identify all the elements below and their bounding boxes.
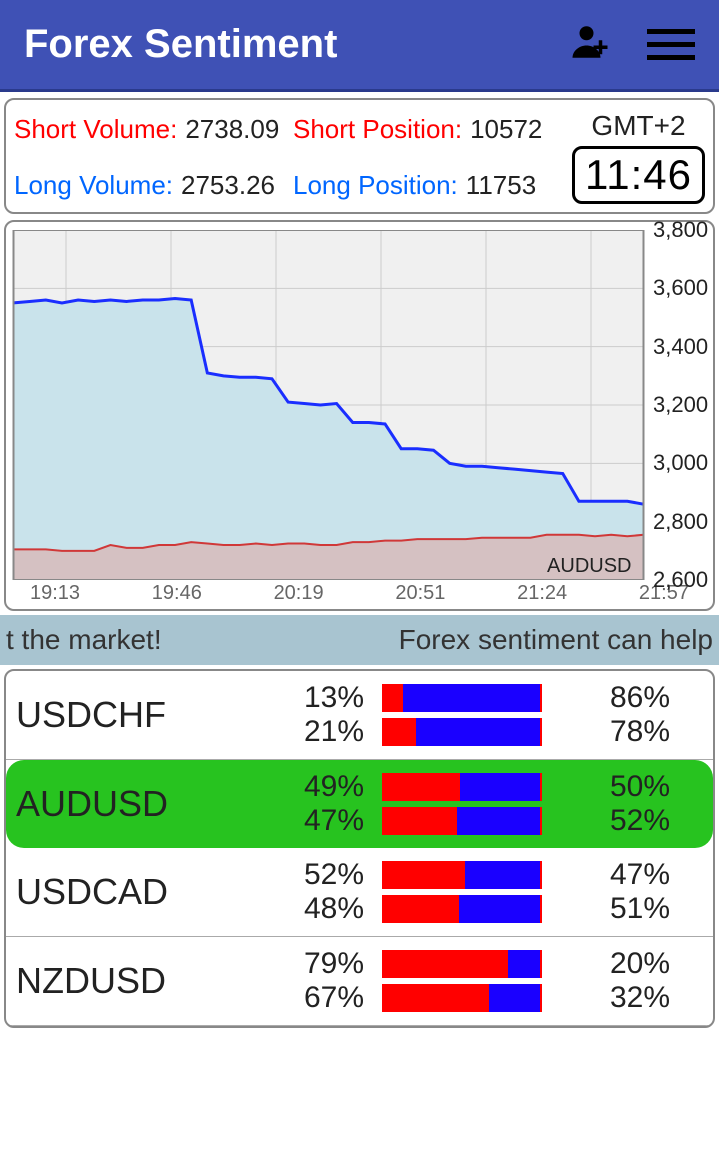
- pair-row-audusd[interactable]: AUDUSD 49% 50% 47% 52%: [6, 760, 713, 848]
- marquee-ticker: t the market! Forex sentiment can help: [0, 615, 719, 665]
- short-volume-label: Short Volume:: [14, 114, 177, 145]
- xtick-label: 19:13: [30, 582, 80, 605]
- sentiment-bar: [382, 718, 542, 746]
- menu-icon[interactable]: [647, 29, 695, 60]
- app-header: Forex Sentiment: [0, 0, 719, 92]
- chart-pair-label: AUDUSD: [547, 555, 631, 577]
- short-position-label: Short Position:: [293, 114, 462, 145]
- ytick-label: 3,800: [653, 217, 708, 243]
- ticker-text-left: t the market!: [6, 624, 162, 656]
- pair-list: USDCHF13%86%21%78%AUDUSD49%50%47%52%USDC…: [4, 669, 715, 1028]
- sentiment-bar: [382, 950, 542, 978]
- left-pct-2: 48%: [254, 892, 364, 926]
- sentiment-bar: [382, 895, 542, 923]
- pair-name: AUDUSD: [16, 783, 236, 825]
- short-volume: Short Volume: 2738.09: [14, 114, 293, 145]
- right-pct-1: 86%: [560, 681, 670, 715]
- xtick-label: 20:19: [274, 582, 324, 605]
- sentiment-bar: [382, 773, 542, 801]
- right-pct-1: 20%: [560, 947, 670, 981]
- ytick-label: 3,000: [653, 450, 708, 476]
- left-pct-2: 47%: [254, 804, 364, 838]
- chart-xaxis-labels: 19:1319:4620:1920:5121:2421:57: [10, 580, 709, 605]
- long-position: Long Position: 11753: [293, 170, 572, 201]
- xtick-label: 20:51: [395, 582, 445, 605]
- left-pct-2: 67%: [254, 981, 364, 1015]
- xtick-label: 19:46: [152, 582, 202, 605]
- right-pct-1: 50%: [560, 770, 670, 804]
- pair-row-usdchf[interactable]: USDCHF 13% 86% 21% 78%: [6, 671, 713, 760]
- right-pct-2: 52%: [560, 804, 670, 838]
- pair-name: USDCHF: [16, 694, 236, 736]
- header-actions: [569, 21, 695, 68]
- right-pct-2: 78%: [560, 715, 670, 749]
- xtick-label: 21:24: [517, 582, 567, 605]
- page-title: Forex Sentiment: [24, 22, 337, 67]
- left-pct-1: 13%: [254, 681, 364, 715]
- ticker-text-right: Forex sentiment can help: [399, 624, 713, 656]
- long-volume-label: Long Volume:: [14, 170, 173, 201]
- chart-panel: AUDUSD 2,600 2,800 3,000 3,200 3,400 3,600 3,8…: [4, 220, 715, 611]
- long-position-value: 11753: [466, 170, 536, 201]
- ytick-label: 3,600: [653, 275, 708, 301]
- left-pct-1: 49%: [254, 770, 364, 804]
- right-pct-2: 32%: [560, 981, 670, 1015]
- ytick-label: 3,200: [653, 392, 708, 418]
- left-pct-1: 79%: [254, 947, 364, 981]
- long-volume: Long Volume: 2753.26: [14, 170, 293, 201]
- pair-row-nzdusd[interactable]: NZDUSD 79% 20% 67% 32%: [6, 937, 713, 1026]
- left-pct-1: 52%: [254, 858, 364, 892]
- ytick-label: 2,600: [653, 567, 708, 593]
- short-volume-value: 2738.09: [185, 114, 279, 145]
- right-pct-1: 47%: [560, 858, 670, 892]
- sentiment-bar: [382, 861, 542, 889]
- ytick-label: 2,800: [653, 509, 708, 535]
- pair-name: NZDUSD: [16, 960, 236, 1002]
- left-pct-2: 21%: [254, 715, 364, 749]
- sentiment-bar: [382, 684, 542, 712]
- short-position: Short Position: 10572: [293, 114, 572, 145]
- volume-chart[interactable]: AUDUSD: [10, 230, 647, 580]
- chart-yaxis-labels: 2,6002,8003,0003,2003,4003,6003,800: [647, 230, 709, 580]
- add-user-icon[interactable]: [569, 21, 611, 68]
- ytick-label: 3,400: [653, 334, 708, 360]
- long-position-label: Long Position:: [293, 170, 458, 201]
- pair-row-usdcad[interactable]: USDCAD 52% 47% 48% 51%: [6, 848, 713, 937]
- stats-panel: Short Volume: 2738.09 Short Position: 10…: [4, 98, 715, 214]
- clock-value: 11:46: [572, 146, 705, 204]
- long-volume-value: 2753.26: [181, 170, 275, 201]
- sentiment-bar: [382, 807, 542, 835]
- pair-name: USDCAD: [16, 871, 236, 913]
- sentiment-bar: [382, 984, 542, 1012]
- timezone-label: GMT+2: [591, 110, 685, 142]
- short-position-value: 10572: [470, 114, 542, 145]
- right-pct-2: 51%: [560, 892, 670, 926]
- clock-block: GMT+2 11:46: [572, 110, 705, 204]
